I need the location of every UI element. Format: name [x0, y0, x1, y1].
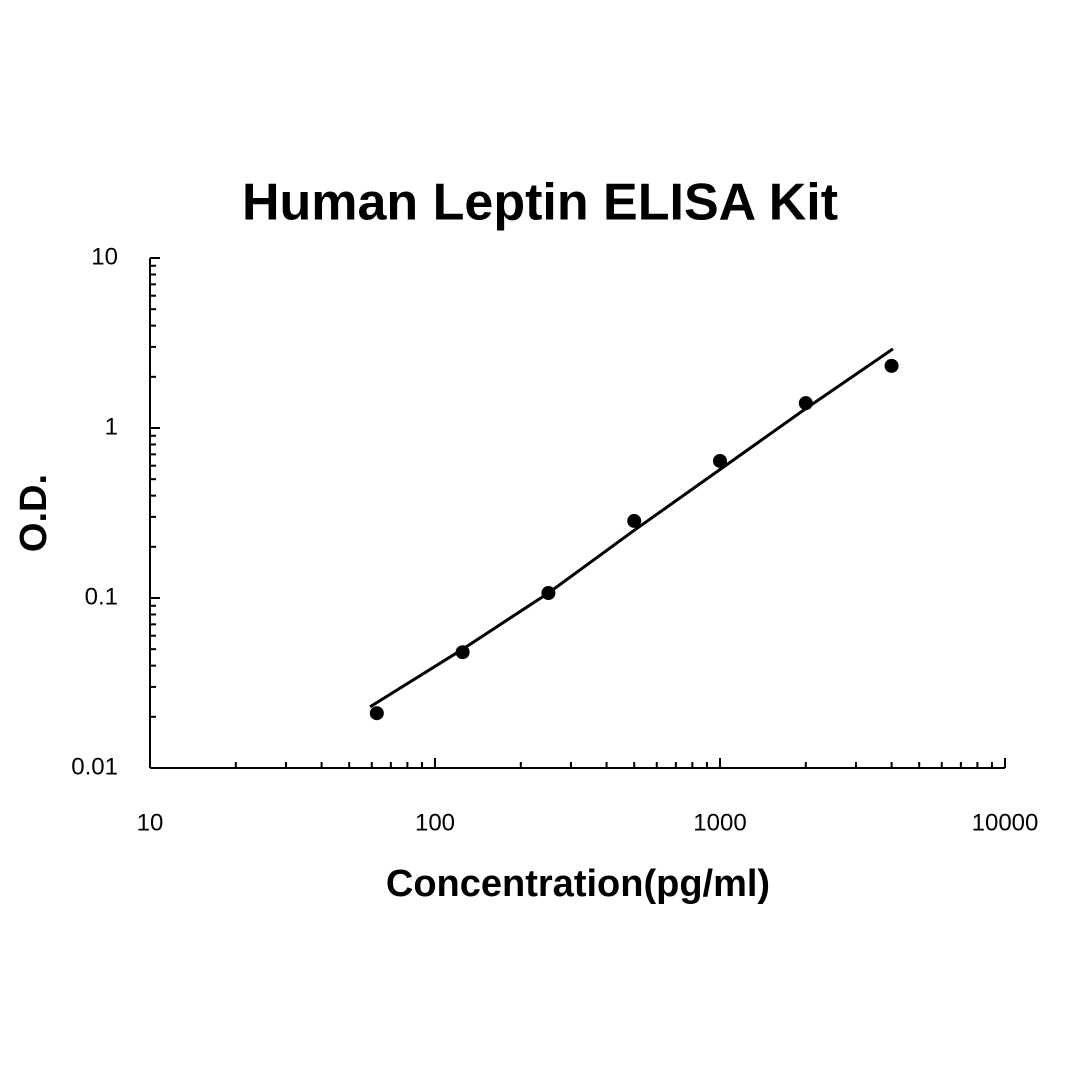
x-tick-label: 100	[415, 809, 455, 836]
data-point	[627, 513, 642, 528]
x-tick-label: 10	[137, 809, 164, 836]
data-point	[713, 453, 727, 468]
data-point	[455, 645, 470, 660]
x-tick-label: 10000	[972, 809, 1039, 836]
data-point	[541, 586, 556, 601]
data-point	[369, 706, 384, 721]
x-axis-label: Concentration(pg/ml)	[386, 863, 770, 905]
y-tick-label: 1	[105, 413, 118, 440]
y-axis-label: O.D.	[13, 474, 55, 552]
x-tick-label: 1000	[693, 809, 746, 836]
data-point	[884, 358, 899, 373]
y-tick-label: 0.1	[85, 583, 118, 610]
y-tick-label: 10	[91, 243, 118, 270]
fit-line	[369, 347, 894, 709]
data-point	[798, 396, 813, 411]
y-tick-label: 0.01	[71, 753, 118, 780]
chart-title: Human Leptin ELISA Kit	[242, 174, 838, 232]
